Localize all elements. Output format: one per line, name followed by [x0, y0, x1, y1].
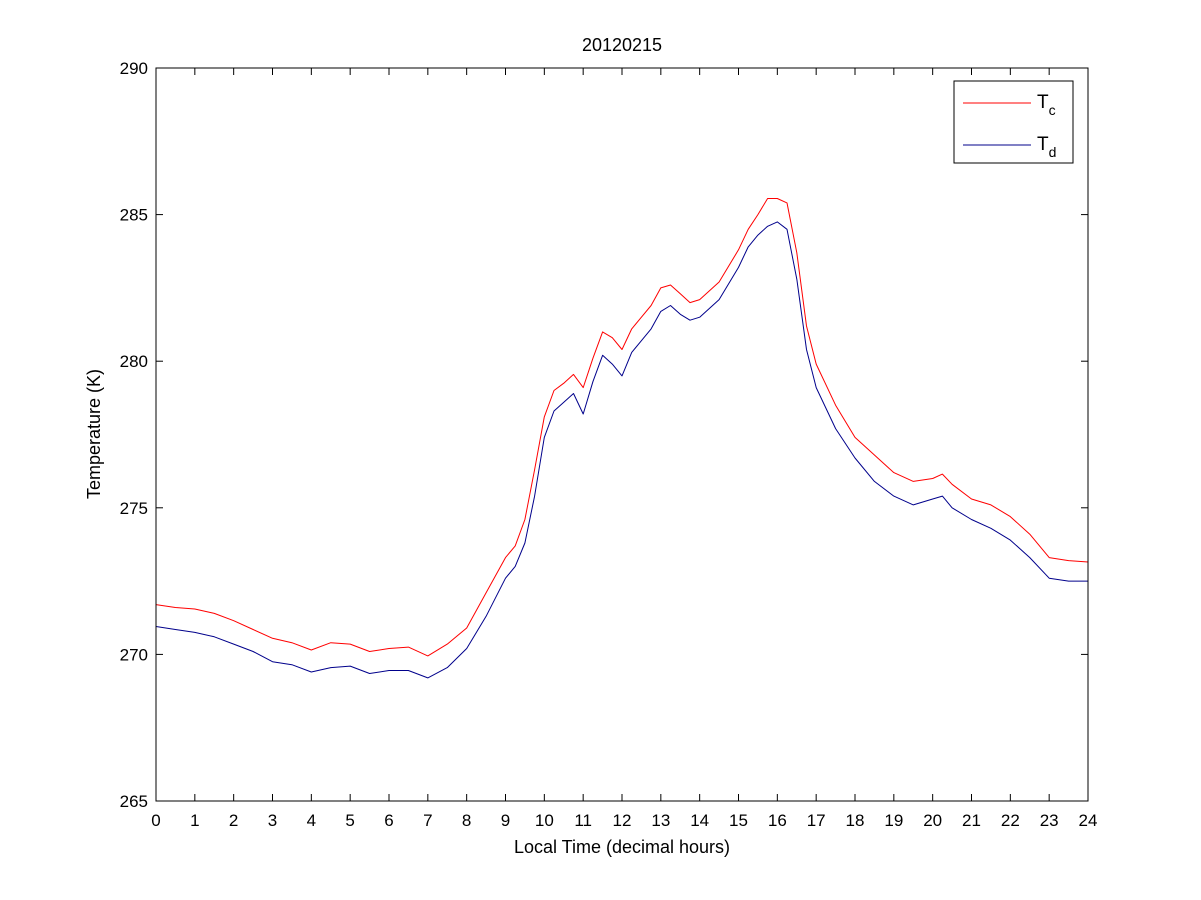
y-axis: 265 270 275 280 285 290 — [120, 59, 1088, 811]
x-tick-label: 13 — [651, 811, 670, 830]
x-axis: 0 1 2 3 4 5 6 7 8 9 10 11 12 13 14 15 16 17 18 19 20 21 22 23 24 — [151, 68, 1097, 830]
x-tick-label: 16 — [768, 811, 787, 830]
x-tick-label: 1 — [190, 811, 199, 830]
x-tick-label: 12 — [613, 811, 632, 830]
x-tick-label: 17 — [807, 811, 826, 830]
x-tick-label: 21 — [962, 811, 981, 830]
plot-area — [156, 68, 1088, 801]
x-tick-label: 22 — [1001, 811, 1020, 830]
x-tick-label: 18 — [846, 811, 865, 830]
y-tick-label: 265 — [120, 792, 148, 811]
x-tick-label: 6 — [384, 811, 393, 830]
x-tick-label: 7 — [423, 811, 432, 830]
x-tick-label: 23 — [1040, 811, 1059, 830]
x-tick-label: 3 — [268, 811, 277, 830]
y-tick-label: 280 — [120, 352, 148, 371]
y-tick-label: 285 — [120, 206, 148, 225]
series-layer — [155, 198, 1089, 679]
y-tick-label: 270 — [120, 645, 148, 664]
x-tick-label: 10 — [535, 811, 554, 830]
x-tick-label: 0 — [151, 811, 160, 830]
y-tick-label: 290 — [120, 59, 148, 78]
x-tick-label: 15 — [729, 811, 748, 830]
legend-label: Td — [1037, 134, 1056, 160]
x-tick-label: 8 — [462, 811, 471, 830]
x-tick-label: 4 — [307, 811, 316, 830]
x-tick-label: 11 — [574, 811, 592, 830]
x-tick-label: 5 — [345, 811, 354, 830]
x-tick-label: 9 — [501, 811, 510, 830]
x-tick-label: 20 — [923, 811, 942, 830]
x-axis-label: Local Time (decimal hours) — [514, 837, 730, 857]
chart-title: 20120215 — [582, 35, 662, 55]
series-line-t-c — [155, 198, 1089, 657]
x-tick-label: 24 — [1079, 811, 1098, 830]
legend-label: Tc — [1037, 92, 1056, 118]
x-tick-label: 2 — [229, 811, 238, 830]
legend-box — [953, 80, 1074, 164]
x-tick-label: 14 — [690, 811, 709, 830]
legend: Tc Td — [953, 80, 1074, 164]
y-tick-label: 275 — [120, 499, 148, 518]
series-line-t-d — [155, 221, 1088, 679]
y-axis-label: Temperature (K) — [84, 369, 104, 499]
x-tick-label: 19 — [884, 811, 903, 830]
